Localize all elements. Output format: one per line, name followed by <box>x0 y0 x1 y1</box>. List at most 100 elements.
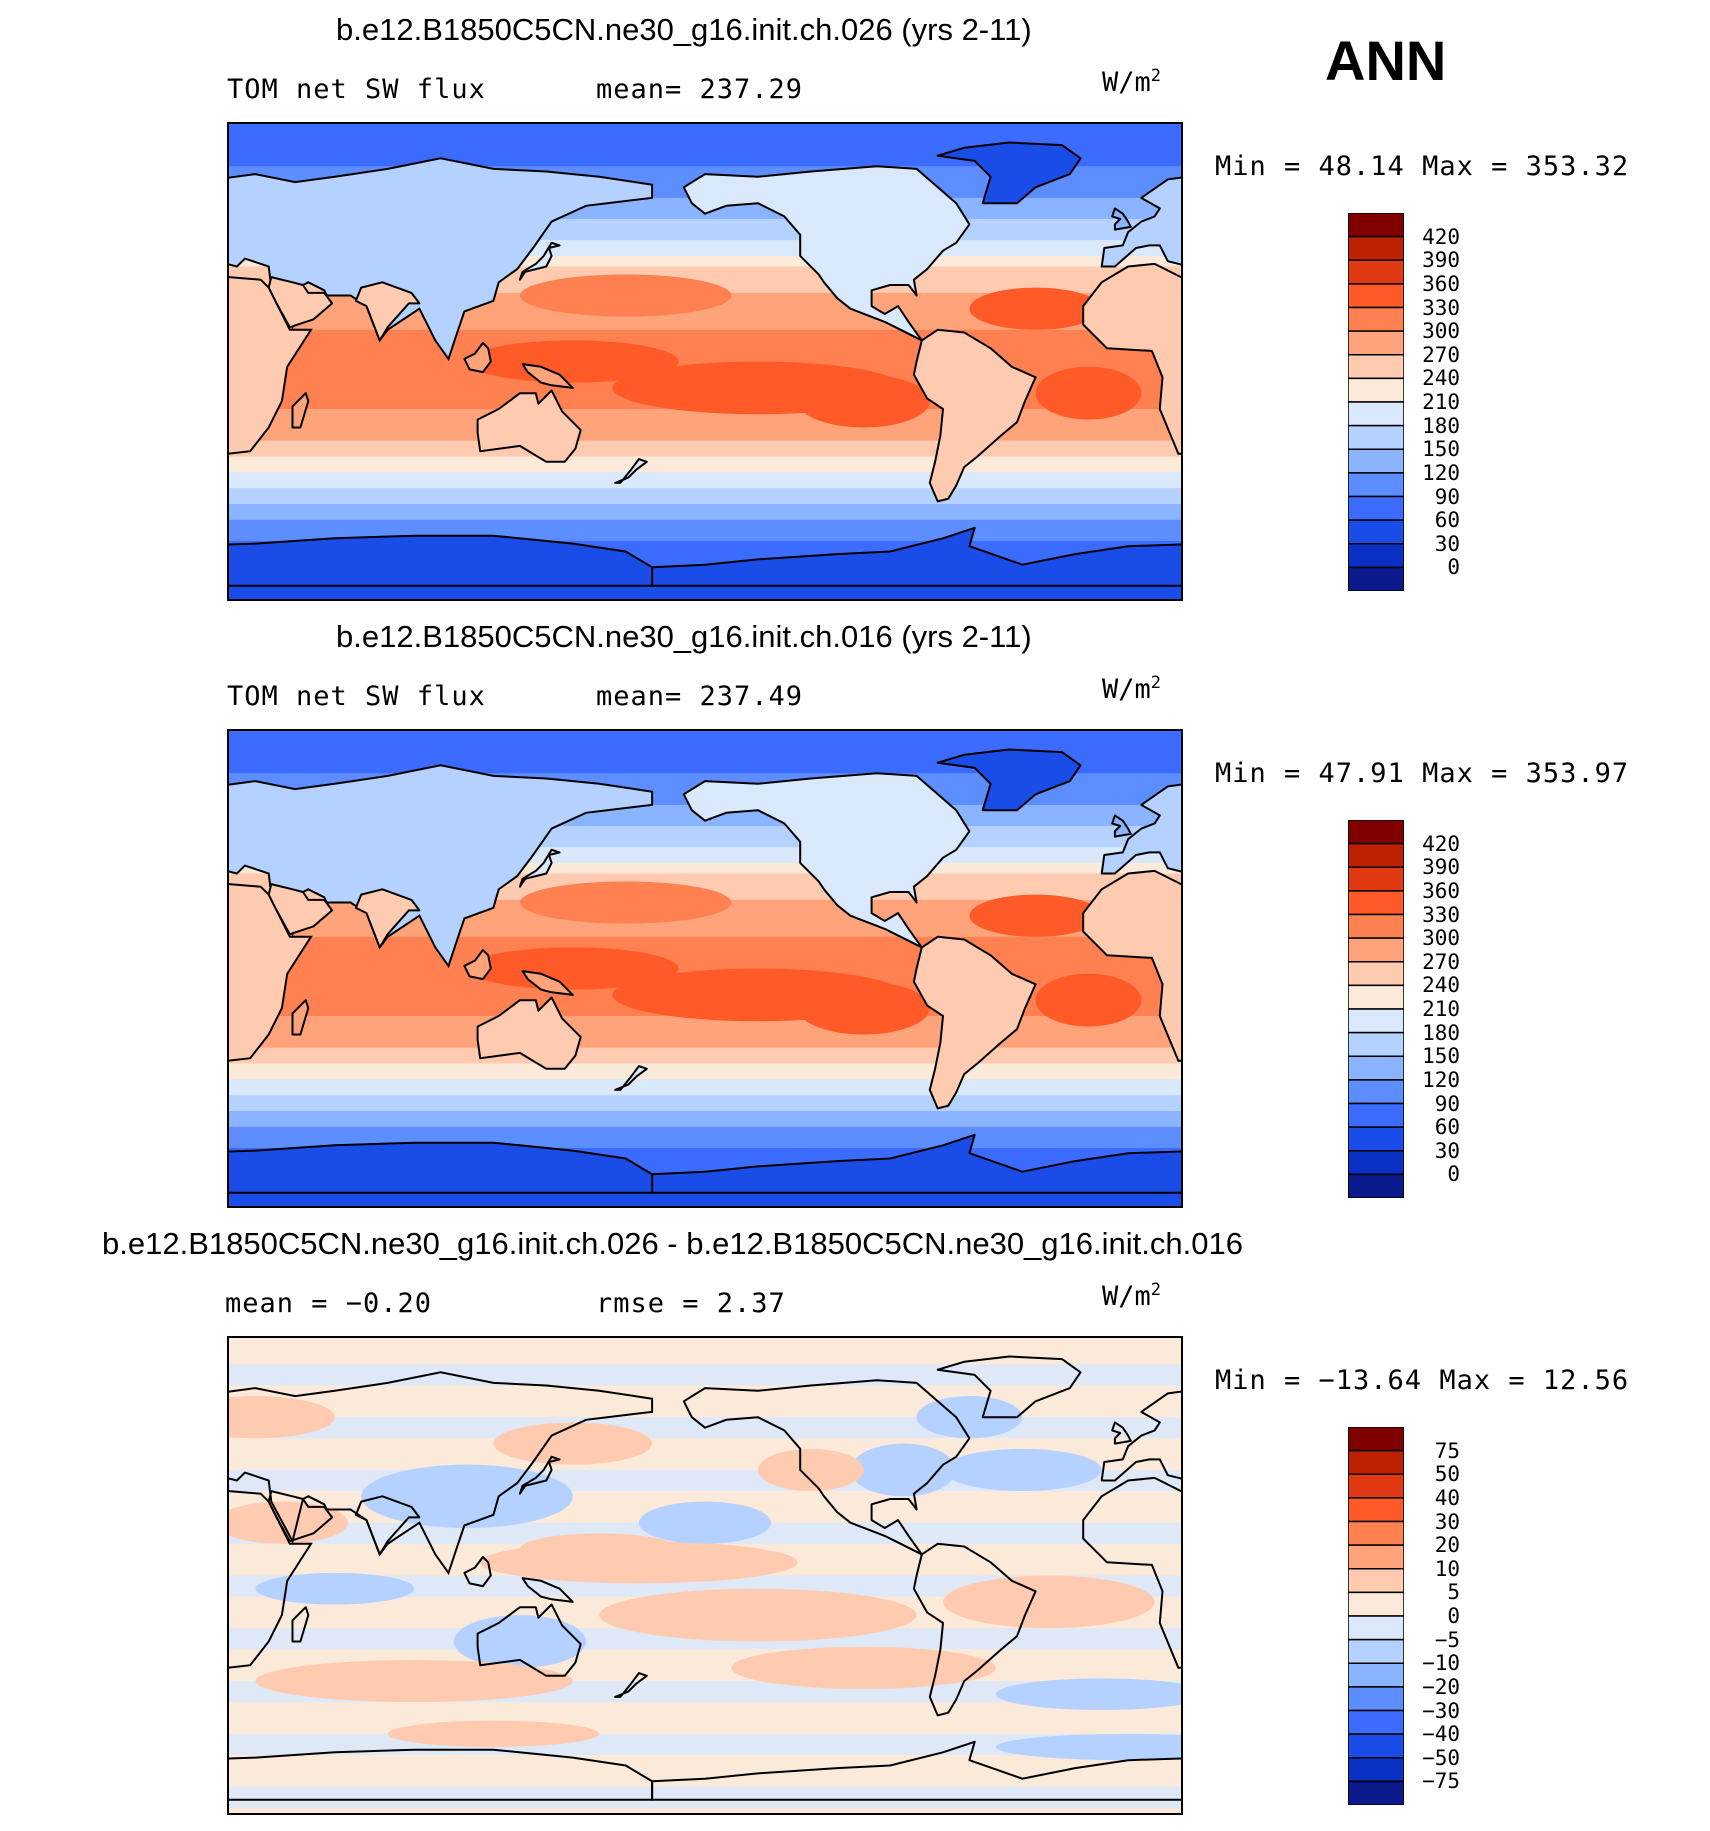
map-band <box>229 1575 1181 1597</box>
map-feature <box>519 274 732 317</box>
map-band <box>229 482 1181 489</box>
map-feature <box>1035 973 1142 1027</box>
map-band <box>229 277 1181 283</box>
colorbar-tick-label: 150 <box>1422 1044 1460 1069</box>
map-band <box>229 952 1181 959</box>
colorbar-tick-label: 420 <box>1422 831 1460 856</box>
map-band <box>229 1153 1181 1160</box>
map-band <box>229 847 1181 853</box>
colorbar-tick-label: 180 <box>1422 1020 1460 1045</box>
panel2-mean-label: mean= 237.49 <box>596 681 804 712</box>
colorbar-tick-label: 270 <box>1422 949 1460 974</box>
map-band <box>229 424 1181 431</box>
map-band <box>229 255 1181 262</box>
map-feature <box>797 981 930 1035</box>
map-band <box>229 736 1181 743</box>
map-band <box>229 767 1181 774</box>
map-band <box>229 477 1181 484</box>
colorbar-tick-label: 300 <box>1422 926 1460 951</box>
coastline-namerica <box>682 772 971 949</box>
map-band <box>229 836 1181 843</box>
map-band <box>229 868 1181 875</box>
map-feature <box>255 1572 415 1605</box>
coastline-japan <box>518 241 561 281</box>
map-band <box>229 746 1181 753</box>
colorbar-tick-label: 30 <box>1434 1138 1460 1163</box>
coastline-india <box>354 1495 421 1556</box>
map-band <box>229 319 1181 326</box>
map-band <box>229 234 1181 241</box>
map-band <box>229 831 1181 838</box>
coastline-africa-wrap <box>229 1489 313 1669</box>
panel3-rmse-label: rmse = 2.37 <box>596 1288 786 1319</box>
map-feature <box>1035 366 1142 420</box>
coastline-uk <box>1111 207 1132 231</box>
map-band <box>229 1105 1181 1112</box>
colorbar-tick-label: 300 <box>1422 319 1460 344</box>
panel3-title: b.e12.B1850C5CN.ne30_g16.init.ch.026 - b… <box>102 1226 1243 1261</box>
map-band <box>229 1137 1181 1144</box>
colorbar-tick-label: 240 <box>1422 973 1460 998</box>
coastline-japan <box>518 848 561 888</box>
coastline-africa <box>1082 262 1181 455</box>
coastline-greenland <box>936 748 1082 812</box>
coastline-greenland <box>936 141 1082 205</box>
map-band <box>229 145 1181 151</box>
colorbar-tick-label: 390 <box>1422 855 1460 880</box>
map-band <box>229 762 1181 769</box>
map-band <box>229 308 1181 315</box>
map-band <box>229 826 1181 832</box>
map-band <box>229 493 1181 500</box>
map-band <box>229 240 1181 246</box>
map-band <box>229 1364 1181 1386</box>
colorbar-tick-label: 0 <box>1447 1604 1460 1628</box>
map-band <box>229 1132 1181 1138</box>
colorbar-tick-label: −20 <box>1422 1674 1460 1699</box>
map-band <box>229 1058 1181 1065</box>
map-feature <box>757 1448 864 1492</box>
panel2-minmax: Min = 47.91 Max = 353.97 <box>1215 758 1630 789</box>
coastline-madagascar <box>291 999 310 1036</box>
map-feature <box>361 1464 573 1528</box>
coastline-newzealand <box>614 1672 648 1698</box>
colorbar-swatch <box>1348 1173 1404 1198</box>
coastline-eurasia <box>1100 1390 1181 1482</box>
coastline-arabia <box>267 1490 334 1543</box>
colorbar-tick-label: 150 <box>1422 437 1460 462</box>
map-band <box>229 1147 1181 1154</box>
map-band <box>229 1100 1181 1107</box>
map-band <box>229 820 1181 827</box>
map-band <box>229 942 1181 948</box>
colorbar-tick-label: 90 <box>1434 484 1460 509</box>
colorbar-tick-label: −5 <box>1434 1627 1460 1652</box>
map-band <box>229 884 1181 890</box>
map-band <box>229 525 1181 531</box>
colorbar-tick-label: −75 <box>1422 1769 1460 1794</box>
panel1-mean-label: mean= 237.29 <box>596 74 804 105</box>
colorbar-tick-label: 75 <box>1434 1438 1460 1463</box>
map-feature <box>229 1501 348 1544</box>
map-band <box>229 129 1181 136</box>
map-band <box>229 1084 1181 1091</box>
colorbar-tick-label: 180 <box>1422 413 1460 438</box>
coastline-eurasia <box>1100 783 1181 875</box>
map-feature <box>731 1646 996 1689</box>
map-band <box>229 350 1181 357</box>
colorbar-tick-label: 0 <box>1447 555 1460 580</box>
map-feature <box>493 1422 653 1465</box>
coastline-antarctica <box>651 1740 1181 1801</box>
map-band <box>229 540 1181 547</box>
colorbar-tick-label: 330 <box>1422 902 1460 927</box>
map-band <box>229 1116 1181 1123</box>
colorbar-tick-label: 5 <box>1447 1580 1460 1605</box>
map-band <box>229 150 1181 157</box>
map-feature <box>255 1659 573 1703</box>
map-band <box>229 1786 1181 1808</box>
panel2-title: b.e12.B1850C5CN.ne30_g16.init.ch.016 (yr… <box>336 619 1032 654</box>
map-band <box>229 878 1181 885</box>
map-band <box>229 155 1181 162</box>
coastline-australia <box>476 389 582 463</box>
panel2-colorbar <box>1348 820 1404 1198</box>
map-band <box>229 430 1181 436</box>
panel3-map <box>227 1336 1183 1815</box>
